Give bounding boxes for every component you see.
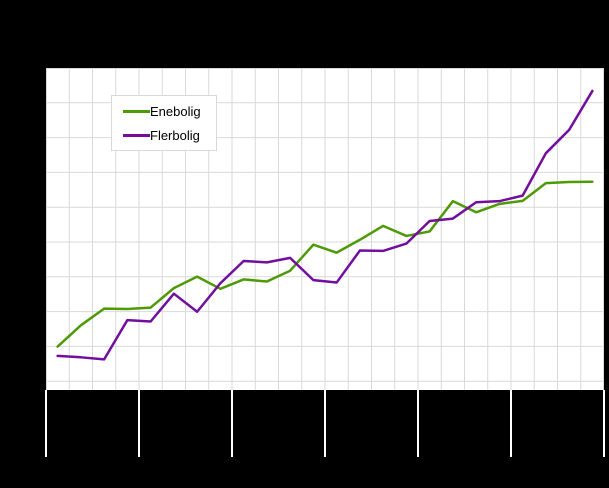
legend-item-flerbolig[interactable]: Flerbolig: [112, 129, 216, 142]
series-line-enebolig: [56, 180, 594, 348]
plot-area: [46, 68, 604, 390]
legend-item-enebolig[interactable]: Enebolig: [112, 105, 216, 118]
x-axis-major-tick: [324, 390, 326, 457]
x-axis-major-tick: [603, 390, 605, 457]
x-axis-major-tick: [417, 390, 419, 457]
enebolig-line-swatch: [123, 109, 150, 113]
x-axis-major-tick: [138, 390, 140, 457]
flerbolig-line-swatch: [123, 133, 150, 137]
x-axis-major-tick: [510, 390, 512, 457]
x-axis-major-tick: [45, 390, 47, 457]
legend-label-flerbolig: Flerbolig: [150, 127, 200, 143]
legend-box: Enebolig Flerbolig: [111, 95, 217, 151]
plot-svg: [46, 68, 604, 390]
series-line-flerbolig: [56, 89, 594, 361]
x-axis-major-tick: [231, 390, 233, 457]
legend-label-enebolig: Enebolig: [150, 103, 201, 119]
